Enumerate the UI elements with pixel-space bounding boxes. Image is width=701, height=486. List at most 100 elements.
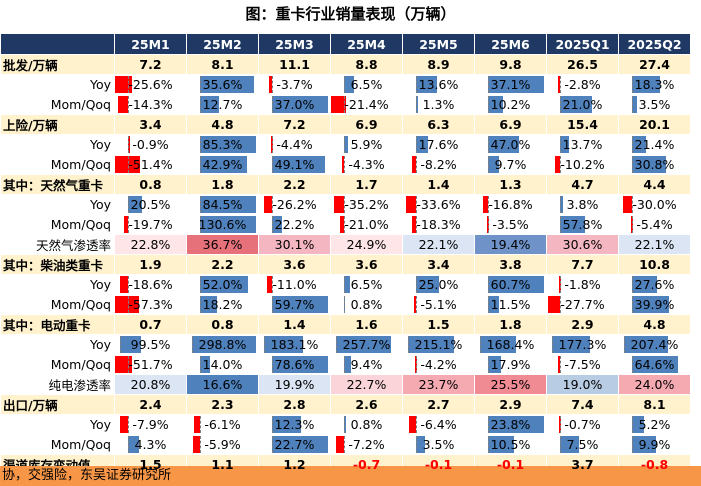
cell-text: -3.5%: [492, 217, 529, 232]
value-cell: 12.3%: [258, 414, 331, 435]
positive-bar: [488, 276, 544, 293]
section-row: 其中：柴油类重卡 1.9 2.2 3.6 3.6 3.4 3.8 7.7 10.8: [0, 254, 691, 275]
value-cell: -35.2%: [330, 194, 403, 215]
section-value: 8.8: [330, 54, 403, 75]
bar-axis: [488, 136, 489, 153]
bar-axis: [264, 336, 265, 353]
value-cell: -6.4%: [402, 414, 475, 435]
positive-bar: [120, 336, 142, 353]
bar-axis: [272, 416, 273, 433]
cell-text: 8.8: [355, 57, 378, 72]
positive-bar: [560, 436, 579, 453]
cell-text: 27.4: [639, 57, 670, 72]
cell-text: 24.0%: [634, 377, 675, 392]
cell-text: 57.8%: [562, 217, 603, 232]
cell-text: -0.8: [640, 457, 669, 472]
bar-axis: [344, 436, 345, 453]
cell-text: -35.2%: [344, 197, 389, 212]
value-cell: 18.2%: [186, 294, 259, 315]
section-value: 11.1: [258, 54, 331, 75]
cell-text: 168.4%: [486, 337, 535, 352]
bar-axis: [488, 356, 489, 373]
bar-axis: [272, 76, 273, 93]
cell-text: 59.7%: [274, 297, 315, 312]
positive-bar: [416, 136, 428, 153]
value-cell: 11.5%: [474, 294, 547, 315]
row-label: Yoy: [0, 334, 115, 355]
value-cell: 7.5%: [546, 434, 619, 455]
positive-bar: [488, 136, 519, 153]
positive-bar: [488, 296, 499, 313]
value-cell: 3.8%: [546, 194, 619, 215]
cell-text: 64.6%: [634, 357, 675, 372]
cell-text: 22.2%: [274, 217, 315, 232]
section-value: 0.8: [114, 174, 187, 195]
cell-text: -5.9%: [204, 437, 241, 452]
column-header: 2025Q1: [546, 33, 619, 55]
section-value: 6.9: [474, 114, 547, 135]
bar-axis: [560, 296, 561, 313]
cell-text: -33.6%: [416, 197, 461, 212]
cell-text: 49.1%: [274, 157, 315, 172]
cell-text: 30.1%: [274, 237, 315, 252]
metric-row: Mom/Qoq 4.3% -5.9% 22.7% -7.2% 3.5% 10.5% 7.5% 9…: [0, 434, 691, 455]
section-row: 批发/万辆 7.2 8.1 11.1 8.8 8.9 9.8 26.5 27.4: [0, 54, 691, 75]
value-cell: -10.2%: [546, 154, 619, 175]
cell-text: 1.5: [427, 317, 450, 332]
bar-axis: [632, 156, 633, 173]
section-value: 2.9: [546, 314, 619, 335]
bar-axis: [272, 156, 273, 173]
section-value: 3.6: [330, 254, 403, 275]
cell-text: 130.6%: [198, 217, 247, 232]
section-value: 26.5: [546, 54, 619, 75]
section-value: 4.7: [546, 174, 619, 195]
sales-table: 25M1 25M2 25M3 25M4 25M5 25M6 2025Q1 2025Q2 批发/万…: [0, 33, 691, 476]
value-cell: -7.2%: [330, 434, 403, 455]
bar-axis: [416, 76, 417, 93]
cell-text: 4.8: [643, 317, 666, 332]
cell-text: 99.5%: [130, 337, 171, 352]
cell-text: 5.2%: [638, 417, 671, 432]
cell-text: 7.7: [571, 257, 594, 272]
cell-text: -26.2%: [272, 197, 317, 212]
bar-axis: [488, 156, 489, 173]
value-cell: 130.6%: [186, 214, 259, 235]
row-label: 上险/万辆: [0, 114, 115, 135]
value-cell: -18.3%: [402, 214, 475, 235]
positive-bar: [272, 156, 326, 173]
cell-text: -7.5%: [564, 357, 601, 372]
positive-bar: [272, 216, 282, 233]
cell-text: 4.4: [643, 177, 666, 192]
cell-text: 8.1: [211, 57, 234, 72]
positive-bar: [200, 356, 210, 373]
value-cell: -0.9%: [114, 134, 187, 155]
cell-text: 3.5%: [422, 437, 455, 452]
cell-text: -14.3%: [128, 97, 173, 112]
cell-text: 19.0%: [562, 377, 603, 392]
cell-text: 20.1: [639, 117, 670, 132]
value-cell: -5.1%: [402, 294, 475, 315]
bar-axis: [344, 416, 345, 433]
value-cell: 57.8%: [546, 214, 619, 235]
cell-text: -18.3%: [416, 217, 461, 232]
value-cell: -27.7%: [546, 294, 619, 315]
negative-bar: [558, 76, 561, 93]
cell-text: 10.5%: [490, 437, 531, 452]
cell-text: 17.9%: [490, 357, 531, 372]
column-header: 25M1: [114, 33, 187, 55]
metric-row: Yoy -18.6% 52.0% -11.0% 6.5% 25.0% 60.7% -1.8% 2…: [0, 274, 691, 295]
cell-text: -3.7%: [276, 77, 313, 92]
value-cell: 21.0%: [546, 94, 619, 115]
positive-bar: [632, 436, 657, 453]
cell-text: 22.1%: [418, 237, 459, 252]
value-cell: 9.4%: [330, 354, 403, 375]
cell-text: 2.2: [283, 177, 306, 192]
cell-text: -27.7%: [560, 297, 605, 312]
value-cell: 59.7%: [258, 294, 331, 315]
positive-bar: [408, 336, 455, 353]
value-cell: 36.7%: [186, 234, 259, 255]
cell-text: 10.8: [639, 257, 670, 272]
cell-text: 47.0%: [490, 137, 531, 152]
value-cell: 215.1%: [402, 334, 475, 355]
value-cell: 35.6%: [186, 74, 259, 95]
